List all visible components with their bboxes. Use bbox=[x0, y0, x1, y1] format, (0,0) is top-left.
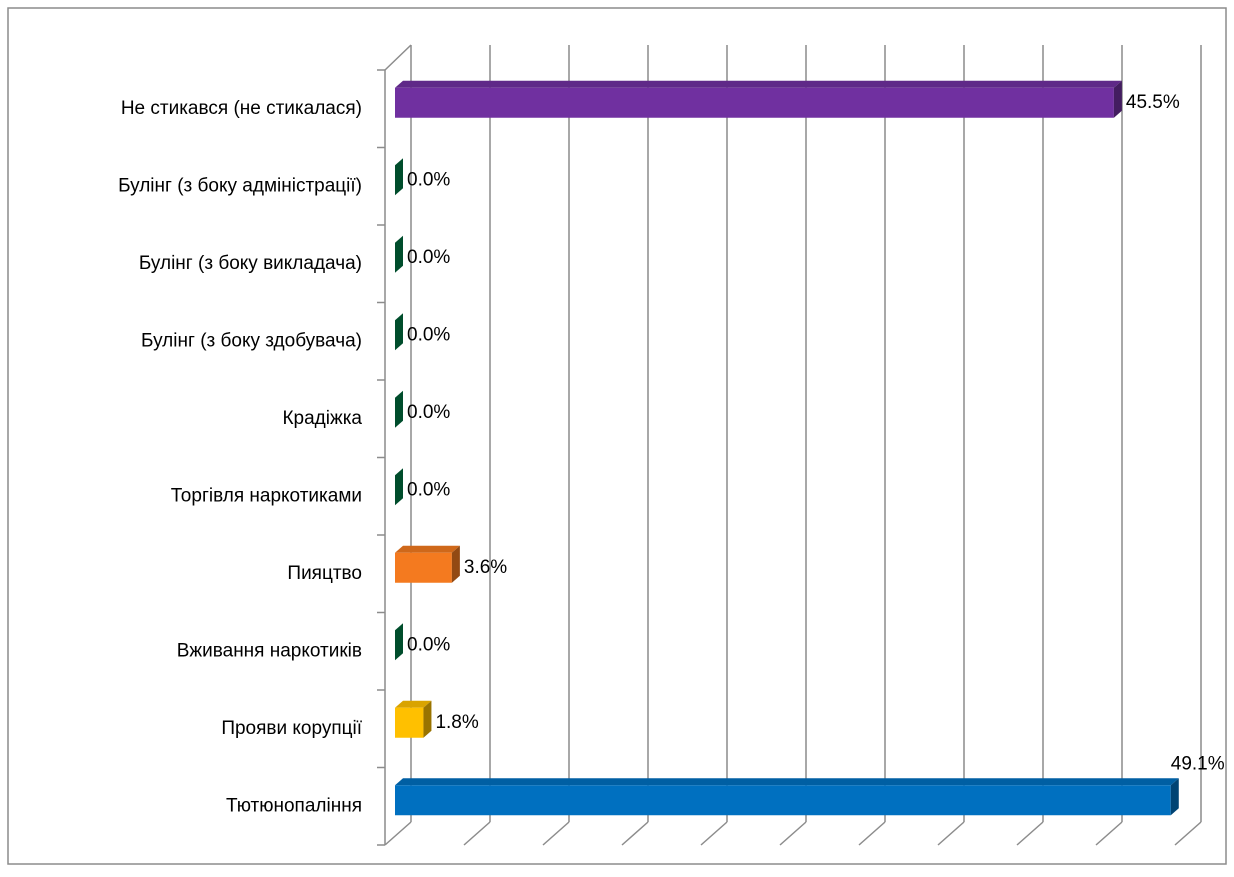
bar-side bbox=[1113, 80, 1122, 118]
y-tick-label: Вживання наркотиків bbox=[177, 640, 362, 661]
y-tick-label: Пияцтво bbox=[287, 563, 362, 584]
grid-floor-edge bbox=[1174, 821, 1202, 846]
bar bbox=[395, 552, 452, 583]
value-label: 1.8% bbox=[435, 712, 478, 733]
y-tick-label: Булінг (з боку адміністрації) bbox=[118, 175, 362, 196]
grid-floor-edge bbox=[937, 821, 965, 846]
grid-floor-edge bbox=[700, 821, 728, 846]
bar-side bbox=[395, 623, 403, 661]
value-label: 45.5% bbox=[1126, 92, 1180, 113]
grid-floor-edge bbox=[384, 821, 412, 846]
bar-top bbox=[395, 545, 460, 553]
grid-floor-edge bbox=[542, 821, 570, 846]
bar-side bbox=[395, 468, 403, 506]
y-tick-label: Торгівля наркотиками bbox=[171, 485, 362, 506]
value-label: 0.0% bbox=[407, 634, 450, 655]
bar-side bbox=[423, 700, 432, 738]
axis-top-edge bbox=[384, 44, 412, 71]
value-label: 3.6% bbox=[464, 557, 507, 578]
y-tick-label: Прояви корупції bbox=[221, 718, 362, 739]
bar-top bbox=[395, 700, 432, 708]
bar-side bbox=[1170, 778, 1179, 816]
chart-frame bbox=[7, 7, 1227, 865]
y-tick-label: Не стикався (не стикалася) bbox=[121, 98, 362, 119]
value-label: 0.0% bbox=[407, 402, 450, 423]
bar bbox=[395, 785, 1171, 816]
bar bbox=[395, 707, 424, 738]
y-tick-label: Тютюнопаління bbox=[226, 795, 362, 816]
bar-side bbox=[395, 313, 403, 351]
bar-side bbox=[395, 235, 403, 273]
value-label: 0.0% bbox=[407, 247, 450, 268]
value-label: 0.0% bbox=[407, 479, 450, 500]
bar bbox=[395, 87, 1114, 118]
bar-side bbox=[395, 158, 403, 196]
bar-top bbox=[395, 80, 1122, 88]
y-tick-label: Булінг (з боку викладача) bbox=[139, 253, 362, 274]
bar-top bbox=[395, 778, 1179, 786]
bar-side bbox=[451, 545, 460, 583]
value-label: 0.0% bbox=[407, 169, 450, 190]
y-tick-label: Булінг (з боку здобувача) bbox=[141, 330, 362, 351]
grid-floor-edge bbox=[463, 821, 491, 846]
bar-side bbox=[395, 390, 403, 428]
y-tick-label: Крадіжка bbox=[282, 408, 362, 429]
value-label: 49.1% bbox=[1171, 753, 1225, 774]
grid-floor-edge bbox=[621, 821, 649, 846]
grid-floor-edge bbox=[779, 821, 807, 846]
grid-floor-edge bbox=[1016, 821, 1044, 846]
grid-floor-edge bbox=[1095, 821, 1123, 846]
value-label: 0.0% bbox=[407, 324, 450, 345]
grid-floor-edge bbox=[858, 821, 886, 846]
